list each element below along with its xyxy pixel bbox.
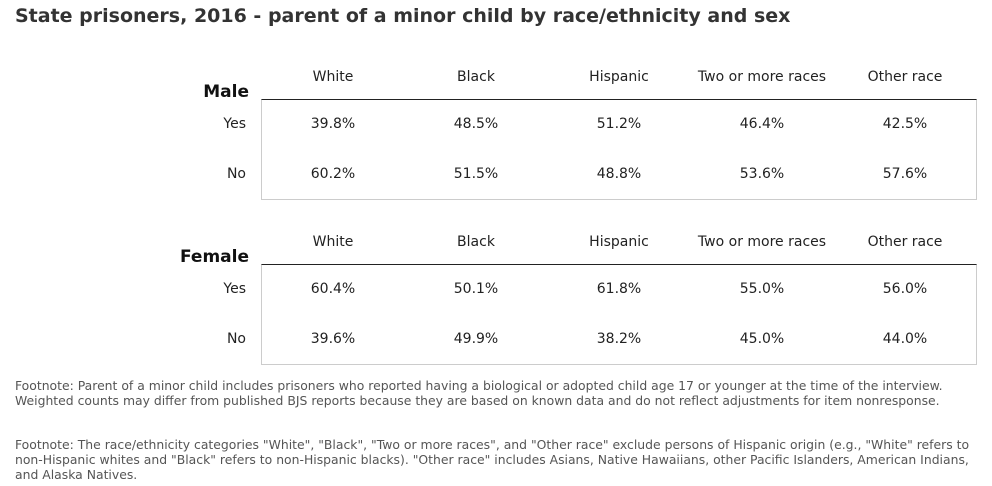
column-header-hispanic: Hispanic [589,69,649,85]
cell-female-no-white: 39.6% [310,331,356,347]
column-header-other-race: Other race [867,69,943,85]
cell-female-yes-other-race: 56.0% [882,281,928,297]
panel-female: Female White Black Hispanic Two or more race… [0,231,992,365]
table-box-male [261,99,977,200]
cell-female-yes-two-or-more-races: 55.0% [739,281,785,297]
cell-male-yes-other-race: 42.5% [882,116,928,132]
footnote-race-categories: Footnote: The race/ethnicity categories … [15,437,970,482]
row-label-female-yes: Yes [223,281,246,297]
column-header-white: White [312,69,354,85]
column-header-hispanic: Hispanic [589,234,649,250]
cell-female-no-two-or-more-races: 45.0% [739,331,785,347]
chart-title: State prisoners, 2016 - parent of a mino… [15,5,791,27]
column-header-black: Black [457,69,495,85]
cell-female-no-black: 49.9% [453,331,499,347]
column-header-two-or-more-races: Two or more races [697,234,827,250]
cell-male-no-other-race: 57.6% [882,166,928,182]
panel-label-male: Male [203,82,249,102]
column-header-other-race: Other race [867,234,943,250]
cell-male-no-hispanic: 48.8% [596,166,642,182]
column-header-black: Black [457,234,495,250]
cell-female-yes-white: 60.4% [310,281,356,297]
footnote-parent-definition: Footnote: Parent of a minor child includ… [15,378,943,408]
row-label-male-no: No [226,166,246,182]
panel-label-female: Female [180,247,249,267]
row-label-female-no: No [226,331,246,347]
cell-male-no-black: 51.5% [453,166,499,182]
cell-male-yes-black: 48.5% [453,116,499,132]
panel-male: Male White Black Hispanic Two or more races O… [0,66,992,200]
column-header-two-or-more-races: Two or more races [697,69,827,85]
table-box-female [261,264,977,365]
cell-male-no-two-or-more-races: 53.6% [739,166,785,182]
cell-female-no-hispanic: 38.2% [596,331,642,347]
cell-male-yes-hispanic: 51.2% [596,116,642,132]
cell-female-no-other-race: 44.0% [882,331,928,347]
cell-male-no-white: 60.2% [310,166,356,182]
cell-male-yes-two-or-more-races: 46.4% [739,116,785,132]
cell-male-yes-white: 39.8% [310,116,356,132]
cell-female-yes-black: 50.1% [453,281,499,297]
cell-female-yes-hispanic: 61.8% [596,281,642,297]
row-label-male-yes: Yes [223,116,246,132]
column-header-white: White [312,234,354,250]
